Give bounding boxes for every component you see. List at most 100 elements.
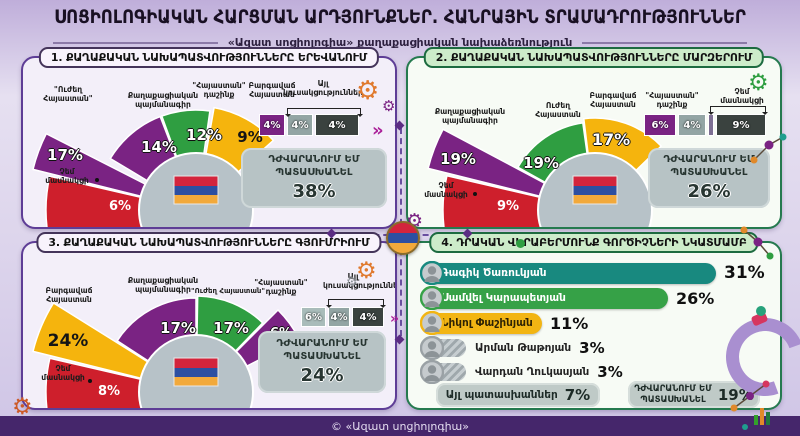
subtitle-line-right bbox=[582, 41, 748, 44]
armenia-flag bbox=[572, 175, 618, 205]
difficult-to-answer-pill: ԴԺՎԱՐԱՆՈՒՄ ԵՄ ՊԱՏԱՍԽԱՆԵԼ 19% bbox=[628, 381, 760, 408]
segment-name-label: Ուժեղ Հայաստան bbox=[535, 101, 581, 119]
armenia-flag bbox=[173, 175, 219, 205]
segment-name-label: Այլ կուսակցություններ bbox=[283, 79, 363, 97]
fan-chart-gyumri: 24%8%17%17%6%6%4%4%Բարգավաճ ՀայաստանՔաղա… bbox=[23, 243, 395, 408]
difficult-value: 38% bbox=[292, 181, 336, 202]
segment-name-label: "Հայաստան" դաշինք bbox=[254, 278, 308, 296]
armenian-flag-roundel bbox=[386, 221, 420, 255]
teal-dot-decoration bbox=[742, 424, 748, 430]
panel-title-gyumri: 3. ՔԱՂԱՔԱԿԱՆ ՆԱԽԱՊԱՏՎՈՒԹՅՈՒՆՆԵՐԸ ԳՅՈՒՄՐԻ… bbox=[36, 232, 382, 253]
segment-name-label: Քաղաքացիական պայմանագիր bbox=[434, 107, 506, 125]
politician-row: Վարդան Ղուկասյան 3% bbox=[420, 360, 774, 384]
gear-icon: ⚙ bbox=[346, 275, 358, 290]
difficult-value: 24% bbox=[300, 365, 344, 386]
pie-segment-block: 6% bbox=[301, 307, 326, 327]
footer-bar: © «Ազատ սոցիոլոգիա» bbox=[0, 416, 800, 436]
pie-segment-block: 4% bbox=[328, 307, 350, 327]
politician-percent: 31% bbox=[724, 263, 765, 283]
difficult-label: ԴԺՎԱՐԱՆՈՒՄ ԵՄ bbox=[276, 338, 368, 349]
politician-name: Արման Թաթոյան bbox=[475, 342, 572, 354]
panel-title-marzer: 2. ՔԱՂԱՔԱԿԱՆ ՆԱԽԱՊԱՏՎՈՒԹՅՈՒՆՆԵՐԸ ՄԱՐԶԵՐՈ… bbox=[423, 47, 765, 68]
panel-title-yerevan: 1. ՔԱՂԱՔԱԿԱՆ ՆԱԽԱՊԱՏՎՈՒԹՅՈՒՆՆԵՐԸ ԵՐԵՎԱՆՈ… bbox=[38, 47, 380, 68]
other-parties-bracket bbox=[326, 299, 386, 308]
difficult-value: 26% bbox=[687, 181, 731, 202]
copyright-text: © «Ազատ սոցիոլոգիա» bbox=[330, 419, 470, 433]
other-answers-pill: Այլ պատասխաններ 7% bbox=[436, 383, 600, 407]
bar-chart-politicians: Գագիկ Ծառուկյան 31% Սամվել Կարապետյան 26% … bbox=[408, 243, 780, 408]
pie-segment-block: 4% bbox=[678, 114, 706, 136]
politician-name: Նիկոլ Փաշինյան bbox=[441, 317, 533, 329]
segment-name-label: "Ուժեղ Հայաստան" bbox=[190, 287, 266, 295]
avatar-icon bbox=[420, 311, 444, 335]
difficult-label: ԴԺՎԱՐԱՆՈՒՄ ԵՄ bbox=[268, 154, 360, 165]
subtitle-line-left bbox=[52, 41, 218, 44]
segment-value-label: 9% bbox=[496, 199, 520, 214]
politician-row: Սամվել Կարապետյան 26% bbox=[420, 286, 774, 310]
segment-value-label: 17% bbox=[213, 319, 249, 337]
avatar-icon bbox=[420, 360, 444, 384]
difficult-label: ԴԺՎԱՐԱՆՈՒՄ ԵՄ bbox=[663, 154, 755, 165]
avatar-icon bbox=[420, 286, 444, 310]
politician-row: Արման Թաթոյան 3% bbox=[420, 336, 774, 360]
difficult-label: ՊԱՏԱՍԽԱՆԵԼ bbox=[275, 166, 353, 178]
pie-segment-block: 4% bbox=[315, 114, 359, 136]
panel-title-text: 4. ԴՐԱԿԱՆ ՎԵՐԱԲԵՐՄՈՒՆՔ ԳՈՐԾԻՉՆԵՐԻ ՆԿԱՏՄԱ… bbox=[441, 236, 747, 249]
segment-value-label: 8% bbox=[97, 384, 121, 399]
panel-marzer: 2. ՔԱՂԱՔԱԿԱՆ ՆԱԽԱՊԱՏՎՈՒԹՅՈՒՆՆԵՐԸ ՄԱՐԶԵՐՈ… bbox=[406, 47, 782, 229]
fan-chart-marzer: 19% 9% 19% 17% 6% 4% 9% Քաղաքացիական պայմանագիր… bbox=[408, 58, 780, 227]
segment-value-label: 24% bbox=[47, 331, 89, 351]
fan-chart-svg bbox=[32, 295, 301, 408]
segment-value-label: 17% bbox=[160, 319, 196, 337]
politician-name: Գագիկ Ծառուկյան bbox=[441, 267, 547, 279]
segment-name-label: Չեմ մասնակցի bbox=[424, 181, 468, 199]
segment-name-label: Քաղաքացիական պայմանագիր bbox=[127, 91, 199, 109]
gear-icon: ⚙ bbox=[356, 258, 377, 284]
politician-percent: 11% bbox=[550, 313, 589, 333]
difficult-to-answer-box: ԴԺՎԱՐԱՆՈՒՄ ԵՄ ՊԱՏԱՍԽԱՆԵԼ 26% bbox=[648, 148, 770, 208]
pie-segment-block: 4% bbox=[259, 114, 285, 136]
label-connector-dot bbox=[473, 192, 477, 196]
page-subtitle: «Ազատ սոցիոլոգիա» քաղաքացիական նախաձեռնո… bbox=[227, 36, 573, 49]
politician-name: Վարդան Ղուկասյան bbox=[475, 366, 590, 378]
panel-title-text: 1. ՔԱՂԱՔԱԿԱՆ ՆԱԽԱՊԱՏՎՈՒԹՅՈՒՆՆԵՐԸ ԵՐԵՎԱՆՈ… bbox=[50, 51, 368, 64]
pie-segment-block: 6% bbox=[644, 114, 676, 136]
panel-title-text: 2. ՔԱՂԱՔԱԿԱՆ ՆԱԽԱՊԱՏՎՈՒԹՅՈՒՆՆԵՐԸ ՄԱՐԶԵՐՈ… bbox=[435, 51, 753, 64]
avatar-icon bbox=[420, 261, 444, 285]
segment-value-label: 19% bbox=[440, 150, 476, 168]
green-dot-decoration bbox=[516, 239, 525, 248]
segment-value-label: 9% bbox=[237, 128, 263, 146]
gear-icon: ⚙ bbox=[356, 76, 380, 106]
panel-politicians: 4. ԴՐԱԿԱՆ ՎԵՐԱԲԵՐՄՈՒՆՔ ԳՈՐԾԻՉՆԵՐԻ ՆԿԱՏՄԱ… bbox=[406, 232, 782, 410]
segment-value-label: 12% bbox=[186, 126, 222, 144]
mini-bar-chart-icon bbox=[754, 408, 770, 425]
panel-yerevan: 1. ՔԱՂԱՔԱԿԱՆ ՆԱԽԱՊԱՏՎՈՒԹՅՈՒՆՆԵՐԸ ԵՐԵՎԱՆՈ… bbox=[21, 47, 397, 229]
segment-name-label: "Հայաստան" դաշինք bbox=[645, 91, 699, 109]
molecule-decoration bbox=[750, 133, 787, 164]
fan-chart-svg bbox=[32, 106, 275, 227]
difficult-label: ՊԱՏԱՍԽԱՆԵԼ bbox=[670, 166, 748, 178]
difficult-label: ԴԺՎԱՐԱՆՈՒՄ ԵՄ ՊԱՏԱՍԽԱՆԵԼ bbox=[634, 383, 712, 405]
molecule-decoration bbox=[740, 226, 774, 260]
label-connector-dot bbox=[88, 379, 92, 383]
page-title: ՍՈՑԻՈԼՈԳԻԱԿԱՆ ՀԱՐՑՄԱՆ ԱՐԴՅՈՒՆՔՆԵՐ. ՀԱՆՐԱ… bbox=[54, 6, 746, 28]
armenia-flag bbox=[173, 357, 219, 387]
politician-bar: Գագիկ Ծառուկյան bbox=[426, 262, 716, 284]
politician-row: Նիկոլ Փաշինյան 11% bbox=[420, 311, 774, 335]
molecule-decoration bbox=[730, 380, 770, 412]
fan-chart-yerevan: 17% 6% 14% 12% 9% 4% 4% 4% "Ուժեղ Հայաստան" Քաղաք… bbox=[23, 58, 395, 227]
segment-value-label: 17% bbox=[591, 130, 631, 149]
pie-segment-block: 4% bbox=[287, 114, 313, 136]
segment-value-label: 6% bbox=[108, 199, 132, 214]
difficult-label: ՊԱՏԱՍԽԱՆԵԼ bbox=[283, 350, 361, 362]
segment-name-label: Բարգավաճ Հայաստան bbox=[248, 81, 296, 99]
segment-name-label: Չեմ մասնակցի bbox=[41, 364, 85, 382]
politician-percent: 3% bbox=[579, 339, 605, 357]
politician-row: Գագիկ Ծառուկյան 31% bbox=[420, 261, 774, 285]
chevron-right-icon: » bbox=[390, 311, 400, 327]
difficult-to-answer-box: ԴԺՎԱՐԱՆՈՒՄ ԵՄ ՊԱՏԱՍԽԱՆԵԼ 38% bbox=[241, 148, 387, 208]
gear-icon: ⚙ bbox=[382, 97, 396, 115]
segment-value-label: 17% bbox=[47, 146, 83, 164]
segment-name-label: "Ուժեղ Հայաստան" bbox=[43, 85, 93, 103]
